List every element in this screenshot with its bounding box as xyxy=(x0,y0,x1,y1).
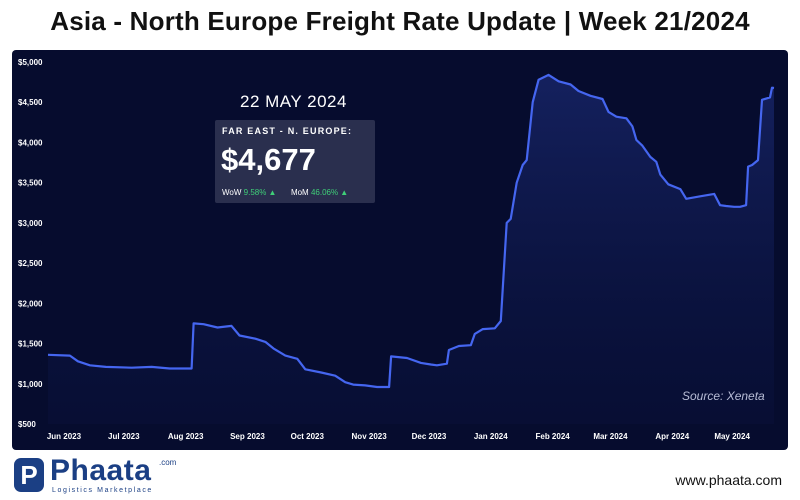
y-axis: $500 $1,000 $1,500 $2,000 $2,500 $3,000 $3,500… xyxy=(18,58,43,429)
website-link[interactable]: www.phaata.com xyxy=(675,472,782,488)
rate-info-card: FAR EAST - N. EUROPE: $4,677 WoW 9.58% ▲… xyxy=(215,120,375,203)
wow-label: WoW xyxy=(222,188,242,197)
x-axis: Jun 2023 Jul 2023 Aug 2023 Sep 2023 Oct 2023… xyxy=(47,432,751,441)
y-tick-label: $2,500 xyxy=(18,259,43,268)
y-tick-label: $4,500 xyxy=(18,98,43,107)
x-tick-label: Apr 2024 xyxy=(655,432,689,441)
chart-panel: $500 $1,000 $1,500 $2,000 $2,500 $3,000 $3,500… xyxy=(12,50,788,450)
series-area xyxy=(48,74,774,425)
wow-value: 9.58% ▲ xyxy=(243,188,277,197)
x-tick-label: Feb 2024 xyxy=(535,432,570,441)
x-tick-label: Mar 2024 xyxy=(593,432,628,441)
y-tick-label: $4,000 xyxy=(18,138,43,147)
x-tick-label: Aug 2023 xyxy=(168,432,204,441)
y-tick-label: $1,000 xyxy=(18,380,43,389)
logo-suffix: .com xyxy=(159,458,177,467)
y-tick-label: $3,000 xyxy=(18,219,43,228)
change-stats: WoW 9.58% ▲ MoM 46.06% ▲ xyxy=(222,188,348,197)
y-tick-label: $1,500 xyxy=(18,340,43,349)
freight-rate-line-chart: $500 $1,000 $1,500 $2,000 $2,500 $3,000 $3,500… xyxy=(18,58,775,441)
y-tick-label: $2,000 xyxy=(18,299,43,308)
mom-value: 46.06% ▲ xyxy=(310,188,349,197)
x-tick-label: Jan 2024 xyxy=(474,432,508,441)
logo-badge: P xyxy=(14,458,44,492)
y-tick-label: $500 xyxy=(18,420,36,429)
logo-tagline: Logistics Marketplace xyxy=(52,487,153,494)
x-tick-label: Oct 2023 xyxy=(291,432,325,441)
logo-name: Phaata xyxy=(50,454,152,487)
x-tick-label: Sep 2023 xyxy=(230,432,265,441)
x-tick-label: Nov 2023 xyxy=(352,432,388,441)
route-label: FAR EAST - N. EUROPE: xyxy=(222,126,353,136)
y-tick-label: $3,500 xyxy=(18,179,43,188)
x-tick-label: Dec 2023 xyxy=(412,432,447,441)
card-date: 22 MAY 2024 xyxy=(240,92,347,111)
x-tick-label: May 2024 xyxy=(714,432,750,441)
chart-title: Asia - North Europe Freight Rate Update … xyxy=(50,6,750,36)
y-tick-label: $5,000 xyxy=(18,58,43,67)
series-line xyxy=(47,73,775,389)
x-tick-label: Jul 2023 xyxy=(108,432,140,441)
x-tick-label: Jun 2023 xyxy=(47,432,82,441)
phaata-logo[interactable]: P Phaata .com Logistics Marketplace xyxy=(14,454,177,496)
current-price: $4,677 xyxy=(221,142,316,177)
source-note: Source: Xeneta xyxy=(682,389,765,403)
mom-label: MoM xyxy=(290,188,309,197)
